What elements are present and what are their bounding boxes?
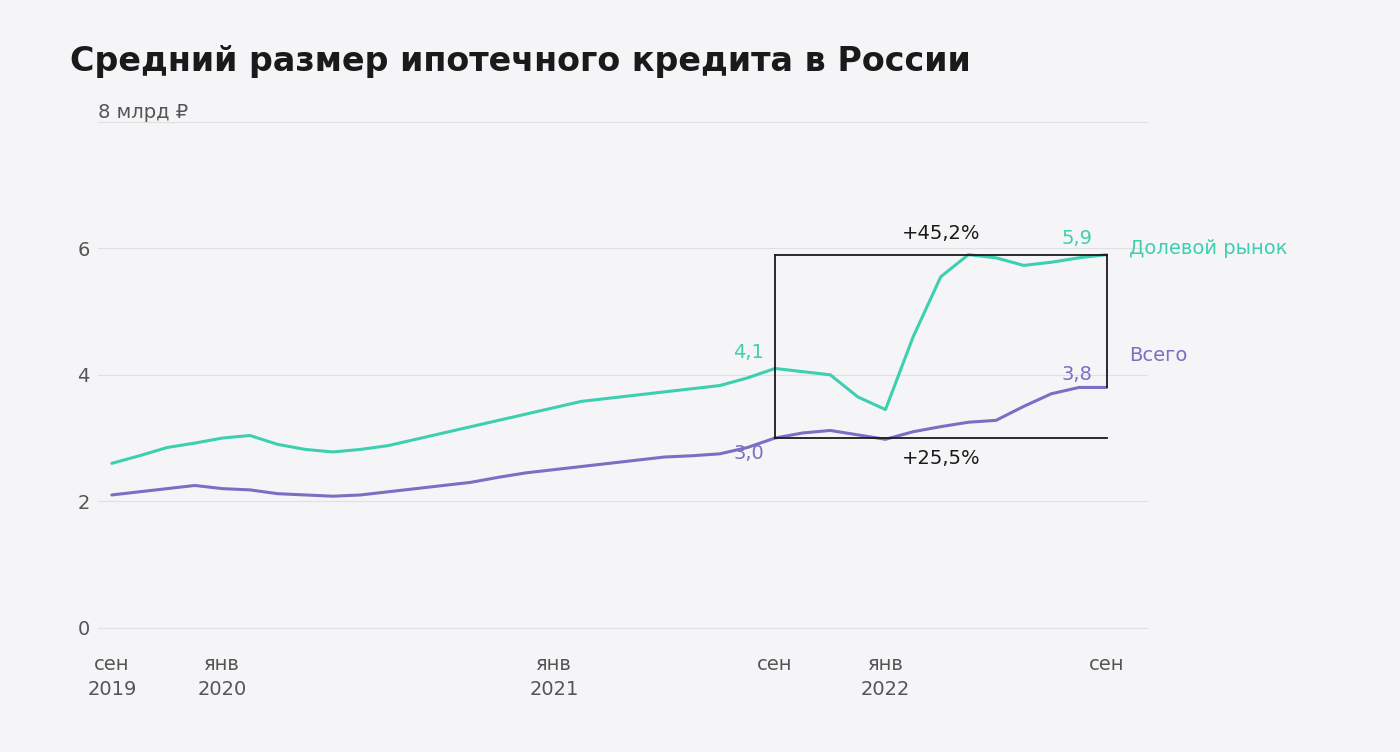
Text: Долевой рынок: Долевой рынок xyxy=(1128,239,1287,258)
Text: 3,8: 3,8 xyxy=(1061,365,1093,384)
Text: Всего: Всего xyxy=(1128,347,1187,365)
Text: 3,0: 3,0 xyxy=(734,444,764,463)
Text: +45,2%: +45,2% xyxy=(902,224,980,244)
Text: 8 млрд ₽: 8 млрд ₽ xyxy=(98,103,188,122)
Text: 5,9: 5,9 xyxy=(1061,229,1093,248)
Text: +25,5%: +25,5% xyxy=(902,450,980,468)
Text: 4,1: 4,1 xyxy=(734,343,764,362)
Text: Средний размер ипотечного кредита в России: Средний размер ипотечного кредита в Росс… xyxy=(70,45,970,78)
